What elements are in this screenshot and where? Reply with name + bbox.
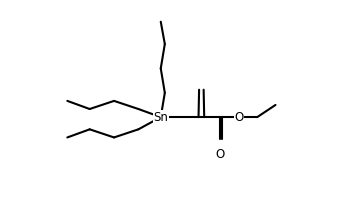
Text: Sn: Sn bbox=[153, 111, 168, 124]
Text: O: O bbox=[215, 148, 224, 161]
Text: O: O bbox=[234, 111, 244, 124]
